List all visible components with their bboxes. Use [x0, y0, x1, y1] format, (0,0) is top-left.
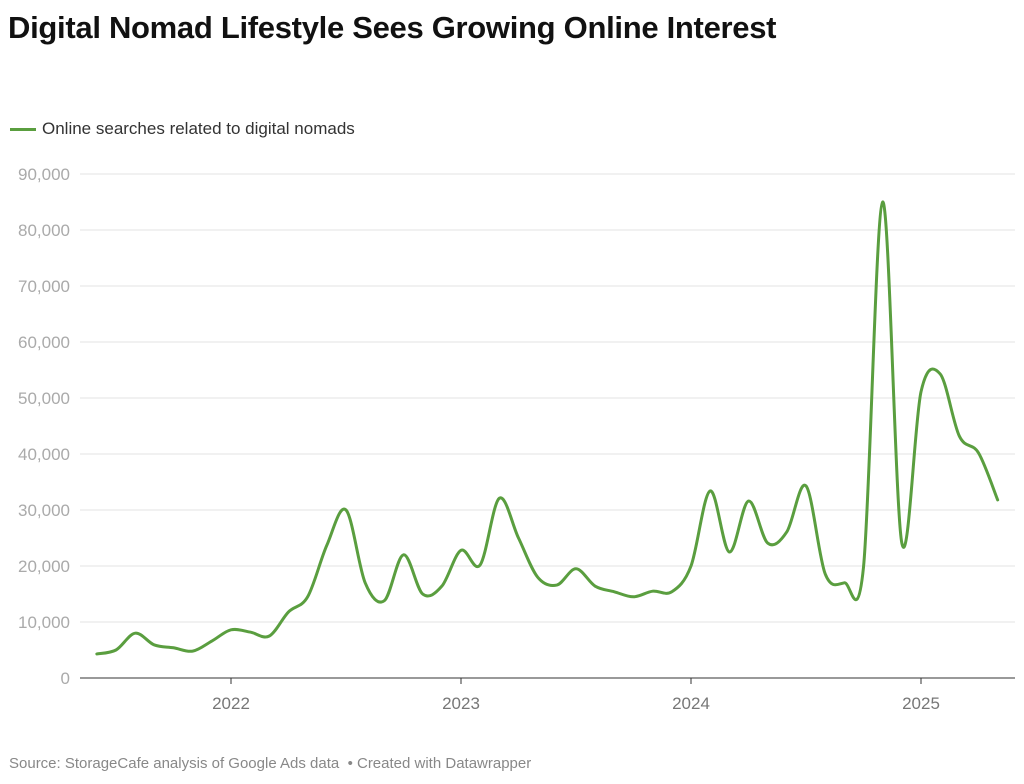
credit-note: • Created with Datawrapper [347, 755, 532, 772]
y-tick-label: 20,000 [18, 557, 70, 576]
source-note: Source: StorageCafe analysis of Google A… [9, 755, 340, 772]
x-tick-label: 2022 [212, 694, 250, 713]
footer: Source: StorageCafe analysis of Google A… [9, 755, 531, 772]
y-tick-label: 40,000 [18, 445, 70, 464]
y-tick-label: 10,000 [18, 613, 70, 632]
series-line [95, 200, 1000, 656]
y-tick-label: 30,000 [18, 501, 70, 520]
x-tick-label: 2023 [442, 694, 480, 713]
y-tick-label: 90,000 [18, 165, 70, 184]
y-tick-label: 50,000 [18, 389, 70, 408]
legend: Online searches related to digital nomad… [10, 119, 355, 139]
y-tick-label: 80,000 [18, 221, 70, 240]
x-tick-label: 2024 [672, 694, 710, 713]
x-tick-label: 2025 [902, 694, 940, 713]
legend-swatch [10, 127, 36, 131]
y-tick-label: 0 [61, 669, 70, 688]
y-tick-label: 70,000 [18, 277, 70, 296]
chart-title: Digital Nomad Lifestyle Sees Growing Onl… [8, 10, 777, 45]
legend-label: Online searches related to digital nomad… [42, 119, 355, 138]
y-tick-label: 60,000 [18, 333, 70, 352]
